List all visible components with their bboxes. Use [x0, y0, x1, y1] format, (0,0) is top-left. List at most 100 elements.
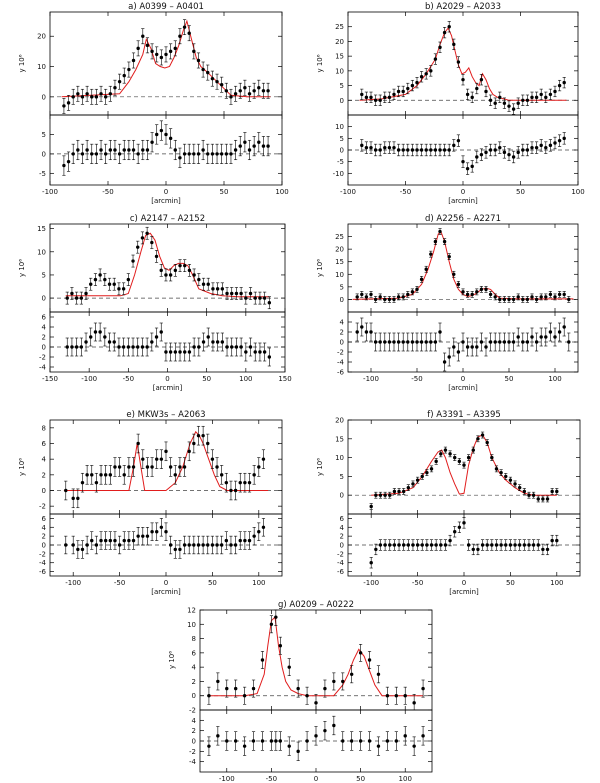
top-panel-ytick-label: 20 — [335, 246, 344, 254]
residual-panel-ytick-label: -4 — [337, 359, 345, 367]
residual-panel-ytick-label: 5 — [340, 135, 344, 143]
residual-point — [438, 148, 442, 152]
data-point — [182, 465, 187, 469]
data-point — [112, 282, 116, 286]
data-point — [396, 89, 401, 94]
x-tick-label: -50 — [400, 188, 411, 196]
x-tick-label: 100 — [252, 579, 265, 587]
x-axis-label: [arcmin] — [151, 197, 181, 205]
residual-point — [229, 152, 233, 156]
residual-point — [201, 543, 205, 547]
data-point — [187, 268, 192, 273]
top-panel-ytick-label: 0 — [42, 487, 46, 495]
residual-point — [424, 148, 428, 152]
data-point — [131, 58, 136, 63]
residual-point — [178, 547, 182, 552]
data-point — [369, 95, 373, 100]
data-point — [525, 297, 530, 302]
x-tick-label: -100 — [340, 188, 356, 196]
data-point — [66, 101, 71, 105]
data-point — [238, 89, 242, 93]
residual-point — [219, 543, 224, 547]
data-point — [465, 292, 470, 297]
data-point — [145, 465, 150, 469]
data-point — [71, 95, 75, 99]
residual-point — [99, 538, 103, 543]
residual-point — [215, 152, 219, 156]
residual-point — [493, 340, 497, 344]
data-point — [555, 489, 559, 494]
residual-point — [201, 148, 205, 152]
data-point — [383, 95, 387, 100]
residual-point — [66, 159, 71, 164]
data-point — [126, 277, 131, 282]
data-point — [94, 95, 99, 99]
top-panel-ytick-label: -2 — [189, 707, 196, 715]
residual-point — [364, 145, 369, 150]
residual-point — [192, 543, 196, 547]
data-point — [429, 252, 433, 256]
data-point — [531, 493, 536, 497]
residual-point — [349, 739, 354, 743]
residual-point — [252, 144, 256, 148]
data-point — [248, 291, 253, 296]
residual-point — [127, 538, 131, 543]
residual-point — [456, 350, 461, 354]
residual-point — [65, 345, 69, 349]
data-point — [70, 291, 74, 296]
data-point — [210, 76, 215, 81]
data-point — [498, 95, 502, 100]
x-tick-label: 50 — [516, 188, 525, 196]
data-point — [507, 104, 511, 108]
data-point — [206, 70, 210, 75]
residual-point — [364, 330, 369, 334]
residual-panel-ytick-label: -6 — [337, 369, 345, 377]
data-point — [238, 480, 242, 485]
residual-panel-ytick-label: 2 — [340, 533, 344, 541]
data-point — [349, 672, 354, 676]
residual-point — [216, 734, 220, 738]
residual-panel-ytick-label: 2 — [42, 533, 46, 541]
data-point — [479, 287, 484, 292]
data-point — [448, 452, 452, 456]
data-point — [247, 92, 252, 96]
top-panel-ytick-label: 10 — [335, 454, 344, 462]
y-axis-label: y 10⁶ — [18, 259, 26, 277]
residual-point — [545, 547, 550, 552]
residual-point — [103, 335, 107, 339]
x-tick-label: -150 — [42, 375, 58, 383]
residual-point — [484, 150, 488, 155]
top-panel-ytick-label: 5 — [340, 473, 344, 481]
top-panel-frame — [347, 11, 579, 116]
data-point — [550, 489, 554, 494]
data-point — [378, 493, 383, 497]
top-panel-ytick-label: 12 — [187, 607, 196, 615]
residual-point — [383, 340, 387, 344]
residual-point — [258, 350, 262, 354]
x-axis-label: [arcmin] — [449, 588, 479, 596]
data-point — [201, 282, 206, 286]
residual-panel-ytick-label: 0 — [42, 150, 46, 158]
top-panel-ytick-label: 10 — [187, 621, 196, 629]
residual-panel-ytick-label: 2 — [42, 334, 46, 342]
data-point — [117, 465, 122, 469]
data-point — [206, 282, 210, 286]
residual-point — [257, 530, 261, 534]
data-point — [447, 254, 451, 259]
residual-point — [411, 543, 415, 547]
residual-point — [341, 739, 345, 743]
residual-point — [248, 345, 253, 349]
residual-point — [229, 543, 233, 547]
residual-point — [465, 345, 470, 349]
residual-panel-ytick-label: -10 — [333, 170, 344, 178]
residual-point — [136, 345, 140, 349]
data-point — [411, 482, 415, 486]
data-point — [392, 489, 397, 494]
data-point — [485, 440, 489, 445]
residual-point — [173, 148, 177, 152]
residual-point — [479, 340, 484, 344]
chart-title: b) A2029 – A2033 — [425, 2, 501, 12]
residual-point — [539, 335, 543, 339]
residual-point — [392, 145, 396, 150]
data-point — [76, 92, 80, 96]
